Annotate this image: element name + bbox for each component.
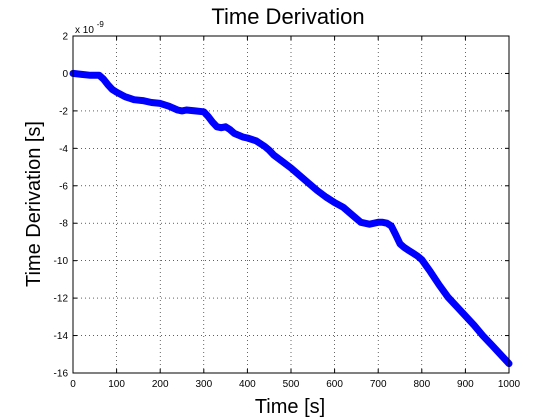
x-tick-label: 100 xyxy=(108,379,125,390)
multiplier-base: x 10 xyxy=(75,25,94,36)
chart-title: Time Derivation xyxy=(211,4,364,29)
y-tick-label: -8 xyxy=(59,219,68,230)
multiplier-exponent: -9 xyxy=(97,20,105,29)
y-tick-label: -4 xyxy=(59,144,68,155)
x-tick-label: 900 xyxy=(457,379,474,390)
grid-lines xyxy=(73,36,509,373)
series-line xyxy=(69,69,513,368)
y-tick-label: -2 xyxy=(59,106,68,117)
y-tick-label: -12 xyxy=(54,294,69,305)
x-tick-label: 600 xyxy=(326,379,343,390)
x-axis-tick-labels: 0 100 200 300 400 500 600 700 800 900 1000 xyxy=(70,379,520,390)
series-layer xyxy=(69,69,513,368)
x-tick-label: 1000 xyxy=(498,379,521,390)
y-tick-label: -14 xyxy=(54,331,69,342)
y-axis-tick-labels: 2 0 -2 -4 -6 -8 -10 -12 -14 -16 xyxy=(54,32,69,380)
x-tick-label: 400 xyxy=(239,379,256,390)
y-tick-label: 0 xyxy=(62,69,68,80)
x-tick-label: 200 xyxy=(152,379,169,390)
y-tick-label: -10 xyxy=(54,256,69,267)
y-tick-label: -6 xyxy=(59,181,68,192)
y-axis-label: Time Derivation [s] xyxy=(23,121,45,287)
y-axis-multiplier: x 10 -9 xyxy=(75,20,104,36)
plot-frame-border xyxy=(72,35,510,374)
x-tick-label: 0 xyxy=(70,379,76,390)
x-tick-label: 300 xyxy=(195,379,212,390)
x-axis-label: Time [s] xyxy=(255,396,325,418)
x-tick-label: 500 xyxy=(283,379,300,390)
x-tick-label: 700 xyxy=(370,379,387,390)
y-tick-label: 2 xyxy=(62,32,68,43)
y-tick-label: -16 xyxy=(54,369,69,380)
svg-text:x 10 -9: x 10 -9 xyxy=(75,20,104,36)
x-tick-label: 800 xyxy=(413,379,430,390)
